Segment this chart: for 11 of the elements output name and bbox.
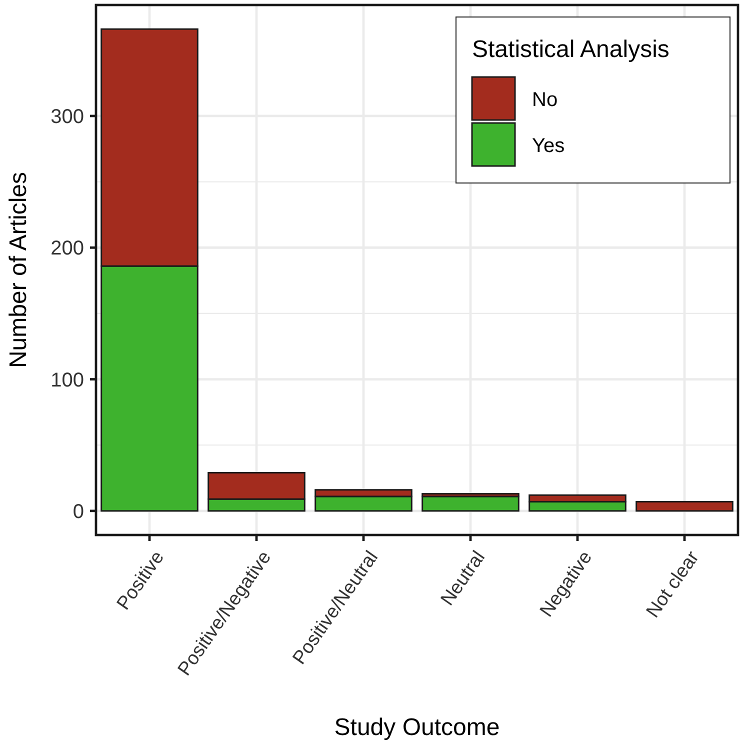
bar [422,496,520,512]
x-axis-title: Study Outcome [334,714,500,741]
y-tick-label: 100 [50,369,84,392]
y-tick-label: 0 [72,500,84,523]
legend-label: No [532,89,558,111]
bar [636,500,734,512]
y-tick-label: 200 [50,238,84,260]
y-tick-label: 300 [50,106,84,128]
legend-label: Yes [532,135,565,157]
legend-title: Statistical Analysis [472,36,670,63]
y-axis-title: Number of Articles [5,172,32,368]
